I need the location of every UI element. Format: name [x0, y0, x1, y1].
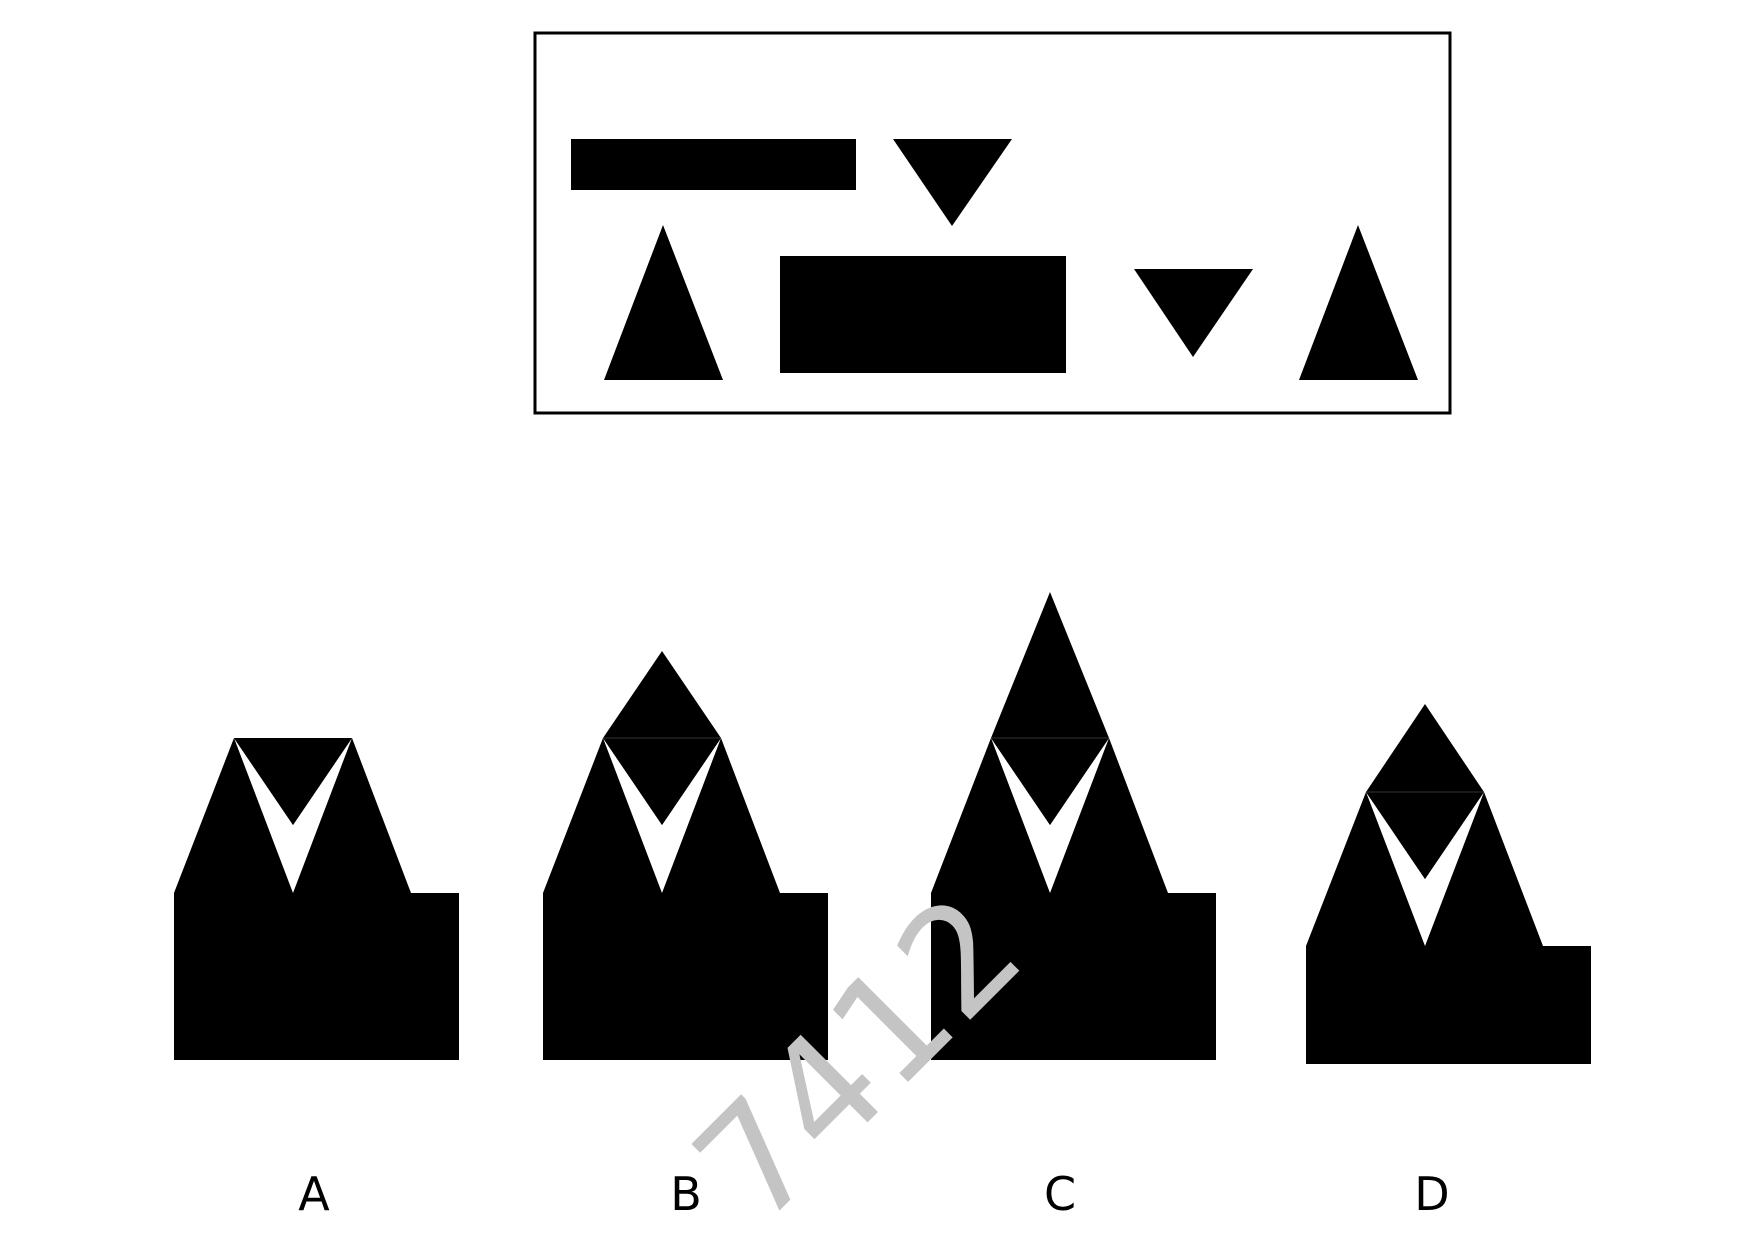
option-b-label[interactable]: B: [670, 1167, 702, 1221]
option-c-label[interactable]: C: [1044, 1167, 1076, 1221]
tall-rectangle-shape: [780, 256, 1066, 373]
option-d-figure[interactable]: [1306, 704, 1591, 1064]
option-c-figure[interactable]: [931, 592, 1216, 1060]
inverted-triangle-shape: [893, 139, 1012, 226]
option-a-figure[interactable]: [174, 738, 459, 1060]
question-panel: [533, 31, 1452, 415]
question-panel-frame: [533, 31, 1452, 415]
upright-triangle-shape: [1299, 225, 1418, 380]
option-b-figure[interactable]: [543, 651, 828, 1060]
inverted-triangle-shape: [1134, 269, 1253, 357]
wide-bar-shape: [571, 139, 856, 190]
upright-triangle-shape: [604, 225, 723, 380]
option-d-label[interactable]: D: [1414, 1167, 1449, 1221]
option-a-label[interactable]: A: [298, 1167, 330, 1221]
